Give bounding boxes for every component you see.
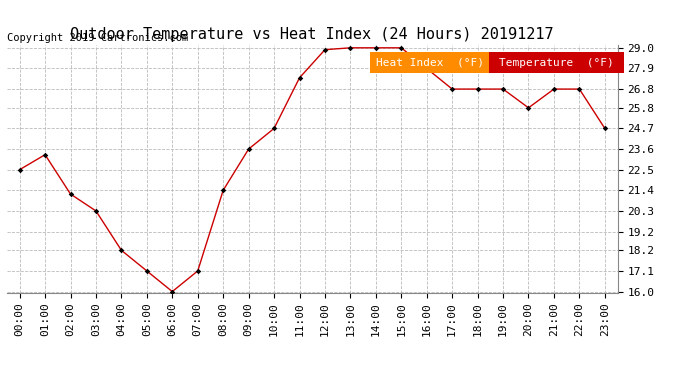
Point	[574, 86, 585, 92]
Point	[345, 45, 356, 51]
Point	[268, 125, 279, 132]
Point	[371, 45, 382, 51]
Point	[217, 188, 228, 194]
Point	[472, 86, 483, 92]
Title: Outdoor Temperature vs Heat Index (24 Hours) 20191217: Outdoor Temperature vs Heat Index (24 Ho…	[70, 27, 554, 42]
Point	[421, 65, 432, 71]
Point	[319, 47, 331, 53]
Point	[167, 289, 178, 295]
Point	[243, 146, 254, 152]
Point	[446, 86, 457, 92]
Point	[39, 152, 50, 157]
Point	[600, 125, 611, 132]
Point	[141, 268, 152, 274]
Text: Heat Index  (°F): Heat Index (°F)	[376, 58, 484, 68]
Point	[116, 248, 127, 254]
Point	[193, 268, 204, 274]
Point	[396, 45, 407, 51]
Text: Temperature  (°F): Temperature (°F)	[499, 58, 614, 68]
Point	[65, 191, 76, 197]
Point	[90, 208, 101, 214]
Point	[497, 86, 509, 92]
Point	[14, 166, 25, 172]
FancyBboxPatch shape	[371, 53, 489, 74]
Point	[549, 86, 560, 92]
Point	[294, 75, 305, 81]
Point	[523, 105, 534, 111]
FancyBboxPatch shape	[489, 53, 624, 74]
Text: Copyright 2019 Cartronics.com: Copyright 2019 Cartronics.com	[7, 33, 188, 42]
